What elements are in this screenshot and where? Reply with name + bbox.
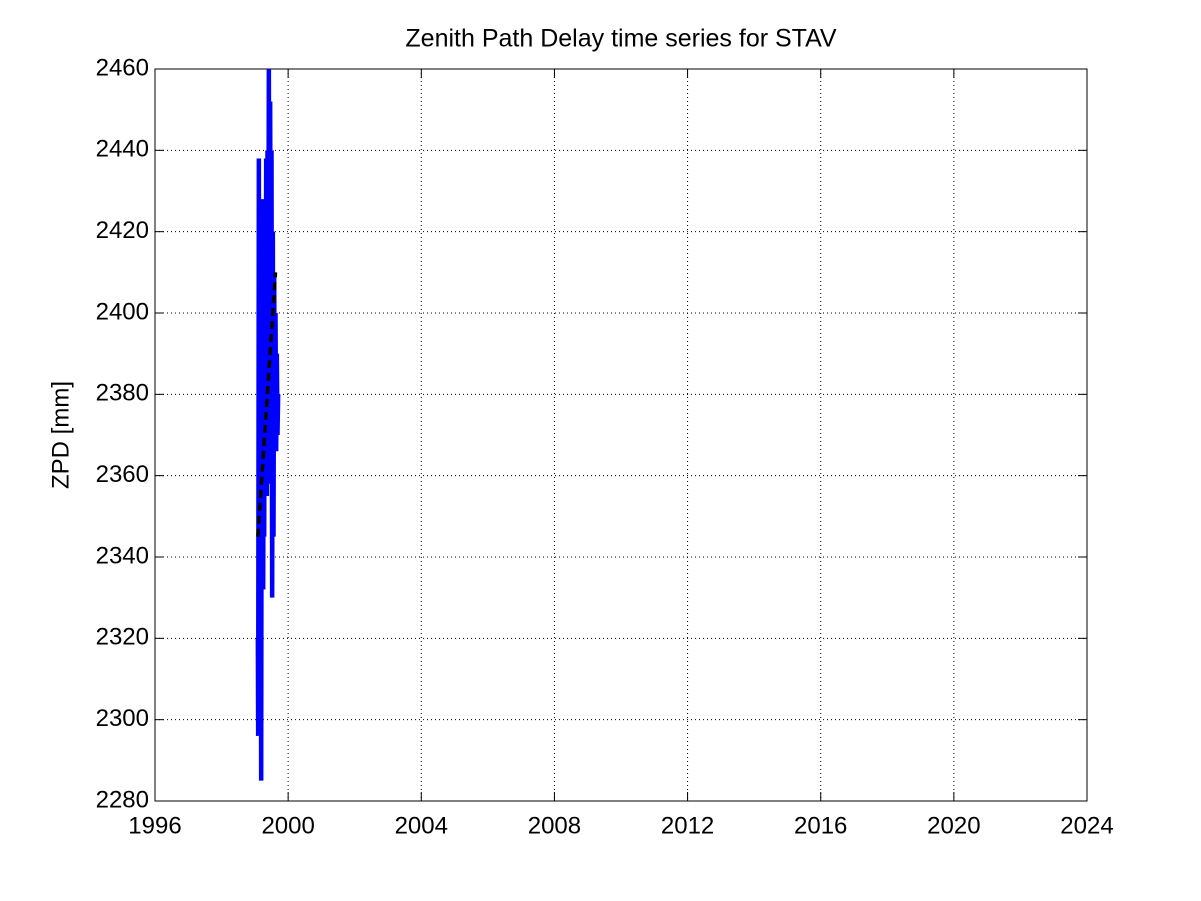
x-tick-label: 2000 xyxy=(261,812,314,839)
y-tick-label: 2340 xyxy=(96,542,149,569)
data-line xyxy=(255,68,281,781)
data-line xyxy=(256,272,278,537)
x-tick-label: 2004 xyxy=(395,812,448,839)
y-tick-label: 2460 xyxy=(96,54,149,81)
x-tick-label: 1996 xyxy=(128,812,181,839)
chart-title: Zenith Path Delay time series for STAV xyxy=(405,25,837,53)
y-tick-label: 2440 xyxy=(96,136,149,163)
y-axis-label: ZPD [mm] xyxy=(47,381,74,489)
x-tick-label: 2016 xyxy=(794,812,847,839)
y-tick-label: 2420 xyxy=(96,217,149,244)
y-tick-label: 2380 xyxy=(96,380,149,407)
x-tick-label: 2024 xyxy=(1060,812,1113,839)
y-tick-label: 2400 xyxy=(96,298,149,325)
x-tick-label: 2020 xyxy=(927,812,980,839)
y-tick-label: 2360 xyxy=(96,461,149,488)
x-tick-label: 2012 xyxy=(661,812,714,839)
x-tick-label: 2008 xyxy=(528,812,581,839)
y-tick-label: 2320 xyxy=(96,624,149,651)
y-tick-label: 2300 xyxy=(96,705,149,732)
plot-frame xyxy=(154,68,1088,802)
y-tick-label: 2280 xyxy=(96,786,149,813)
